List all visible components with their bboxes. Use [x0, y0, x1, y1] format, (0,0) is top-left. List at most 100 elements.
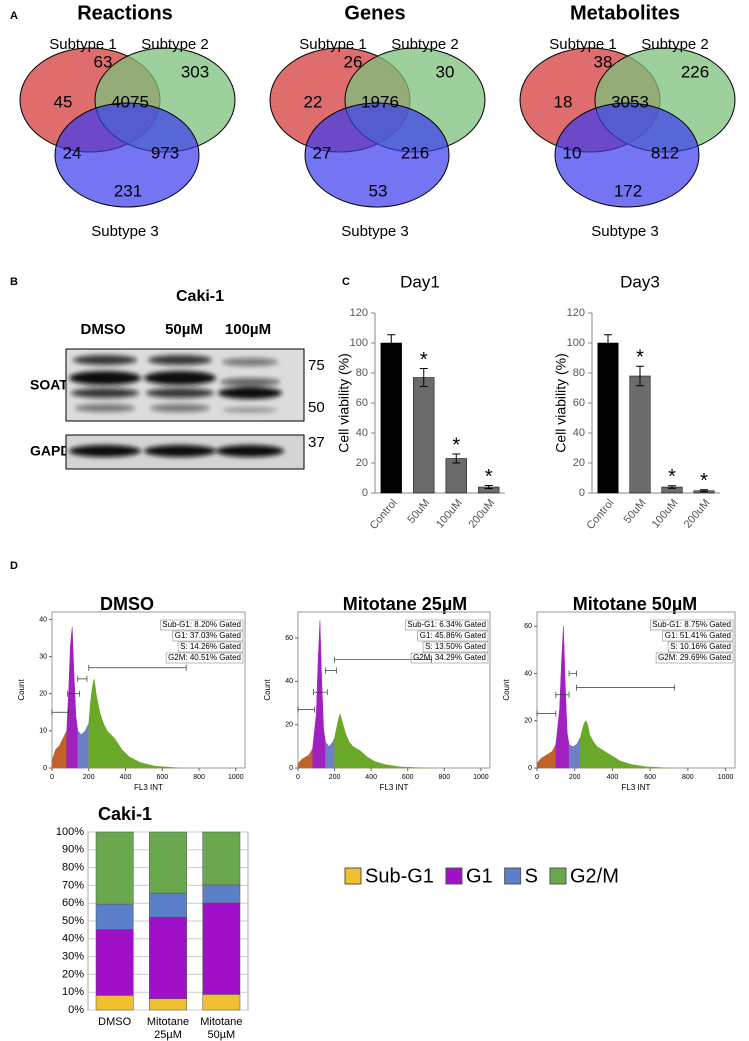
y-tick-label: 80 — [573, 367, 585, 379]
gate-stat-box — [405, 619, 489, 631]
bar — [413, 377, 435, 494]
y-tick-label: 40 — [524, 670, 532, 677]
gate-stat-box — [177, 641, 244, 653]
y-tick-label: 100% — [56, 826, 84, 838]
error-bar — [452, 453, 461, 464]
histogram-area — [536, 744, 557, 769]
gate — [536, 710, 557, 717]
x-tick-label: 200 — [329, 774, 341, 781]
y-axis-label: Count — [502, 679, 511, 701]
histogram-area — [334, 712, 427, 769]
region-count: 1976 — [361, 92, 399, 111]
gate-stat-box — [422, 641, 489, 653]
y-tick-label: 20% — [62, 968, 84, 980]
error-bar — [387, 334, 396, 352]
y-tick-label: 20 — [573, 457, 585, 469]
y-axis-label: Count — [263, 679, 272, 701]
region-count: 26 — [344, 52, 363, 71]
gate-stat-box — [160, 619, 244, 631]
y-tick-label: 70% — [62, 879, 84, 891]
gate-stat: G1: 37.03% Gated — [175, 631, 241, 640]
venn-set — [554, 102, 700, 208]
western-blot: Caki-1 DMSO 50µM 100µM SOAT1 GAPDH 75 50… — [30, 288, 325, 470]
error-bar — [419, 368, 428, 387]
set-label: Subtype 1 — [549, 36, 617, 53]
histogram-area — [312, 620, 326, 769]
x-axis-label: FL3 INT — [380, 783, 409, 792]
region-count: 22 — [304, 92, 323, 111]
set-label: Subtype 1 — [49, 36, 117, 53]
x-axis-label: FL3 INT — [134, 783, 163, 792]
gate-stat: S: 10.16% Gated — [670, 642, 731, 651]
gate-stat-box — [172, 630, 244, 642]
y-tick-label: 0 — [289, 765, 293, 772]
gate-stat-box — [655, 652, 734, 664]
gate-stat: G1: 45.86% Gated — [420, 631, 486, 640]
y-tick-label: 120 — [567, 307, 585, 319]
x-tick-label: Control — [368, 497, 400, 532]
y-tick-label: 0 — [362, 487, 368, 499]
region-count: 27 — [313, 143, 332, 162]
x-tick-label: 800 — [438, 774, 450, 781]
y-tick-label: 80% — [62, 862, 84, 874]
y-tick-label: 0% — [68, 1004, 84, 1016]
venn-set — [304, 102, 450, 208]
bar — [380, 342, 402, 494]
chart-title: Day1 — [400, 272, 440, 291]
x-tick-label: 50uM — [622, 497, 649, 526]
gate — [88, 664, 187, 671]
x-tick-label: Mitotane 25µM — [146, 1016, 190, 1041]
venn-title: Reactions — [77, 2, 173, 24]
bar-segment — [149, 892, 187, 918]
y-tick-label: 20 — [39, 691, 47, 698]
significance: * — [485, 466, 493, 488]
histogram-area — [66, 626, 78, 769]
bar-segment — [149, 998, 187, 1011]
bar-segment — [95, 903, 134, 930]
bar — [597, 342, 619, 494]
region-count: 53 — [369, 181, 388, 200]
error-bar — [484, 485, 493, 489]
row-label: SOAT1 — [30, 377, 76, 393]
gate — [325, 667, 337, 674]
x-tick-label: 400 — [120, 774, 132, 781]
set-label: Subtype 3 — [341, 223, 409, 240]
panel-label: A — [10, 10, 18, 22]
bar-segment — [95, 831, 134, 905]
gate-stat-box — [667, 641, 734, 653]
error-bar — [668, 485, 676, 489]
bar-segment — [95, 995, 134, 1011]
region-count: 231 — [114, 181, 142, 200]
legend-swatch — [549, 867, 567, 885]
bar-segment — [149, 831, 187, 894]
y-tick-label: 80 — [356, 367, 368, 379]
x-tick-label: 400 — [365, 774, 377, 781]
y-tick-label: 60 — [524, 623, 532, 630]
gate — [555, 691, 570, 698]
y-axis-label: Cell viability (%) — [553, 353, 569, 453]
y-tick-label: 0 — [528, 765, 532, 772]
x-tick-label: 0 — [50, 774, 54, 781]
x-tick-label: 100uM — [434, 497, 465, 530]
size-marker: 37 — [308, 434, 325, 451]
gate-stat: G1: 51.41% Gated — [665, 631, 731, 640]
chart-title: Caki-1 — [98, 804, 152, 824]
histogram-area — [580, 720, 670, 769]
region-count: 216 — [401, 143, 429, 162]
gate-stat: S: 13.50% Gated — [425, 642, 486, 651]
x-tick-label: 200 — [569, 774, 581, 781]
size-marker: 75 — [308, 357, 325, 374]
region-count: 24 — [63, 143, 82, 162]
legend-swatch — [445, 867, 463, 885]
significance: * — [700, 470, 708, 492]
x-tick-label: 200 — [83, 774, 95, 781]
y-tick-label: 90% — [62, 844, 84, 856]
gate — [334, 656, 432, 663]
gate-stat-box — [165, 652, 244, 664]
y-tick-label: 50% — [62, 915, 84, 927]
y-tick-label: 30% — [62, 951, 84, 963]
gate-stat: Sub-G1: 8.75% Gated — [652, 620, 731, 629]
region-count: 63 — [94, 52, 113, 71]
x-tick-label: 1000 — [228, 774, 244, 781]
bar-segment — [202, 994, 241, 1011]
